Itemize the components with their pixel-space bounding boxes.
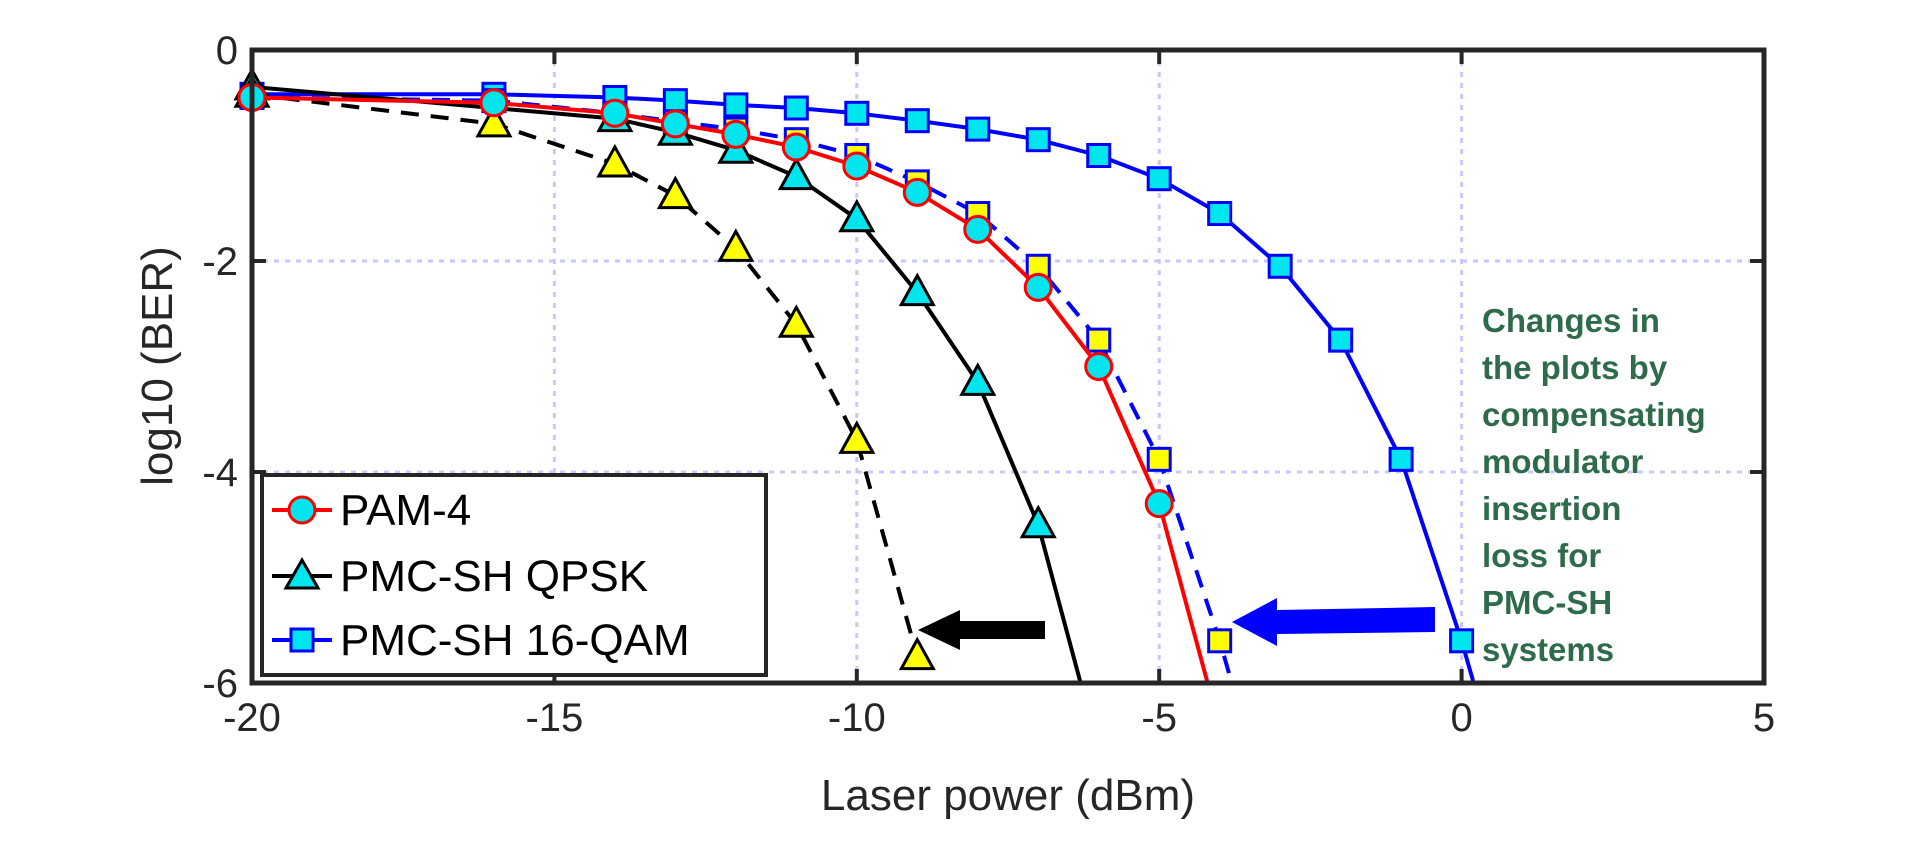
- marker-qam16-dashed-12: [1207, 628, 1233, 654]
- annotation-line-1: Changes in: [1482, 302, 1660, 339]
- y-tick-label-3: -6: [202, 662, 238, 706]
- legend-marker-qpsk: [283, 556, 321, 590]
- marker-qam16-15: [1388, 446, 1414, 472]
- legend-box: [260, 473, 768, 677]
- marker-pam4-8: [963, 214, 993, 244]
- y-tick-label-2: -4: [202, 451, 238, 495]
- marker-qam16-5: [783, 95, 809, 121]
- marker-qam16-16: [1449, 628, 1475, 654]
- marker-qam16-14: [1328, 327, 1354, 353]
- y-tick-label-1: -2: [202, 240, 238, 284]
- marker-qpsk-dashed-6: [838, 420, 876, 454]
- annotation-line-4: modulator: [1482, 443, 1643, 480]
- marker-qam16-13: [1267, 253, 1293, 279]
- x-tick-label-3: -5: [1141, 696, 1177, 740]
- arrows: [918, 598, 1435, 650]
- marker-qam16-9: [1025, 127, 1051, 153]
- marker-qam16-8: [965, 116, 991, 142]
- annotation-line-2: the plots by: [1482, 349, 1668, 386]
- marker-pam4-4: [721, 119, 751, 149]
- marker-qam16-4: [723, 92, 749, 118]
- annotation-line-7: PMC-SH: [1482, 584, 1612, 621]
- legend-marker-16qam: [289, 627, 315, 653]
- y-axis-label: log10 (BER): [133, 246, 182, 486]
- legend-label-qpsk: PMC-SH QPSK: [340, 552, 648, 601]
- marker-qpsk-dashed-7: [898, 636, 936, 671]
- marker-qam16-dashed-11: [1146, 446, 1172, 472]
- marker-pam4-11: [1144, 489, 1174, 519]
- legend-marker-pam4: [287, 495, 317, 525]
- series-line-qpsk: [251, 84, 1083, 684]
- marker-pam4-6: [842, 151, 872, 181]
- marker-pam4-10: [1084, 352, 1114, 381]
- y-tick-label-0: 0: [216, 29, 238, 73]
- arrow-16qam-shift: [1232, 598, 1435, 646]
- series-pam4: [237, 82, 1210, 684]
- marker-pam4-5: [781, 132, 811, 162]
- marker-qpsk-4: [777, 156, 815, 191]
- legend-label-pam4: PAM-4: [340, 486, 471, 535]
- marker-pam4-1: [479, 88, 509, 118]
- legend-label-16qam: PMC-SH 16-QAM: [340, 616, 690, 665]
- annotation-line-3: compensating: [1482, 396, 1706, 433]
- marker-qpsk-5: [838, 198, 876, 233]
- marker-pam4-2: [600, 98, 630, 128]
- x-axis-label: Laser power (dBm): [821, 771, 1195, 820]
- marker-qpsk-dashed-2: [596, 143, 634, 178]
- marker-qam16-6: [844, 100, 870, 126]
- marker-qpsk-dashed-3: [656, 175, 694, 210]
- marker-pam4-3: [660, 109, 690, 139]
- x-tick-label-5: 5: [1753, 696, 1775, 740]
- series-line-qpsk-dashed: [251, 92, 920, 658]
- ticks: -20 -15 -10 -5 0 5 0 -2 -4 -6: [202, 29, 1775, 740]
- x-tick-label-0: -20: [223, 696, 281, 740]
- marker-pam4-7: [902, 177, 932, 207]
- marker-qam16-dashed-10: [1086, 327, 1112, 353]
- annotation-line-6: loss for: [1482, 537, 1601, 574]
- marker-qpsk-dashed-5: [777, 304, 815, 338]
- x-tick-label-4: 0: [1450, 696, 1472, 740]
- x-tick-label-1: -15: [525, 696, 583, 740]
- annotation-line-5: insertion: [1482, 490, 1621, 527]
- marker-qam16-3: [662, 88, 688, 114]
- marker-qpsk-dashed-4: [717, 228, 755, 262]
- marker-qam16-11: [1146, 166, 1172, 192]
- series-layer: [233, 66, 1476, 684]
- marker-qam16-7: [904, 108, 930, 134]
- marker-qam16-12: [1207, 201, 1233, 227]
- plot-frame: [249, 47, 1767, 686]
- arrow-qpsk-shift: [918, 610, 1045, 650]
- x-tick-label-2: -10: [828, 696, 886, 740]
- marker-pam4-9: [1023, 272, 1053, 302]
- marker-qam16-10: [1086, 143, 1112, 168]
- legend: PAM-4 PMC-SH QPSK PMC-SH 16-QAM: [260, 473, 768, 677]
- marker-qpsk-dashed-1: [475, 103, 513, 138]
- annotation-note: Changes in the plots by compensating mod…: [1482, 302, 1715, 668]
- marker-qpsk-6: [898, 272, 936, 307]
- marker-qpsk-7: [959, 362, 997, 396]
- annotation-line-8: systems: [1482, 631, 1614, 668]
- marker-qpsk-8: [1019, 504, 1057, 539]
